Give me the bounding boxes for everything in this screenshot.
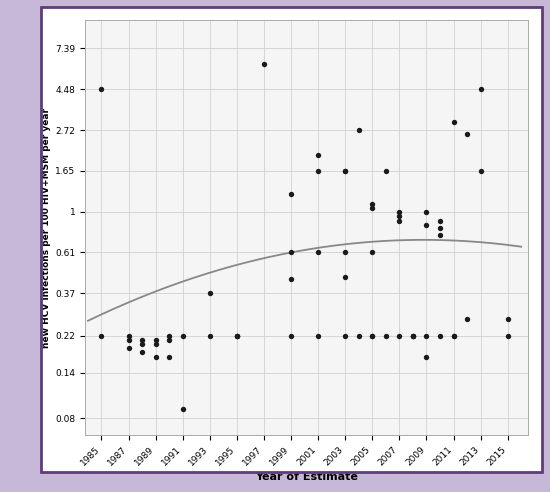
Point xyxy=(287,248,295,256)
Point xyxy=(165,336,174,343)
Point xyxy=(233,332,241,339)
Point xyxy=(205,332,214,339)
Point xyxy=(476,86,485,93)
Point xyxy=(341,248,350,256)
Point xyxy=(409,332,417,339)
Point xyxy=(178,332,187,339)
Point xyxy=(382,167,390,175)
Point xyxy=(382,332,390,339)
Point xyxy=(449,118,458,126)
X-axis label: Year of Estimate: Year of Estimate xyxy=(255,472,358,482)
Point xyxy=(395,332,404,339)
Point xyxy=(436,224,444,232)
Point xyxy=(436,216,444,224)
Point xyxy=(422,208,431,216)
Point xyxy=(476,167,485,175)
Point xyxy=(368,200,377,208)
Point xyxy=(178,405,187,413)
Point xyxy=(233,332,241,339)
Point xyxy=(124,336,133,343)
Point xyxy=(436,332,444,339)
Point xyxy=(151,339,160,347)
Point xyxy=(151,353,160,361)
Point xyxy=(314,167,322,175)
Point xyxy=(138,339,146,347)
Point xyxy=(503,315,512,323)
Point xyxy=(165,353,174,361)
Point xyxy=(287,332,295,339)
Point xyxy=(449,332,458,339)
Point xyxy=(205,289,214,297)
Point xyxy=(503,332,512,339)
Point xyxy=(124,332,133,339)
Point xyxy=(341,332,350,339)
Point xyxy=(436,232,444,240)
Point xyxy=(354,126,363,134)
Point xyxy=(314,332,322,339)
Point xyxy=(368,332,377,339)
Point xyxy=(422,353,431,361)
Point xyxy=(368,204,377,212)
Point xyxy=(341,273,350,281)
Point xyxy=(422,221,431,229)
Point xyxy=(165,332,174,339)
Point xyxy=(124,344,133,352)
Point xyxy=(97,86,106,93)
Point xyxy=(314,248,322,256)
Point xyxy=(151,336,160,343)
Point xyxy=(138,348,146,356)
Point xyxy=(341,167,350,175)
Point xyxy=(368,332,377,339)
Point xyxy=(368,248,377,256)
Point xyxy=(463,130,471,138)
Point xyxy=(233,332,241,339)
Point xyxy=(314,152,322,159)
Point xyxy=(422,332,431,339)
Point xyxy=(287,190,295,198)
Point xyxy=(97,332,106,339)
Point xyxy=(395,216,404,224)
Point xyxy=(395,212,404,220)
Point xyxy=(449,332,458,339)
Point xyxy=(260,60,268,68)
Point xyxy=(463,315,471,323)
Point xyxy=(138,336,146,343)
Point xyxy=(395,208,404,216)
Point xyxy=(287,275,295,283)
Point xyxy=(341,167,350,175)
Point xyxy=(409,332,417,339)
Point xyxy=(409,332,417,339)
Y-axis label: new HCV infections per 100 HIV+MSM per year: new HCV infections per 100 HIV+MSM per y… xyxy=(42,108,51,347)
Point xyxy=(354,332,363,339)
